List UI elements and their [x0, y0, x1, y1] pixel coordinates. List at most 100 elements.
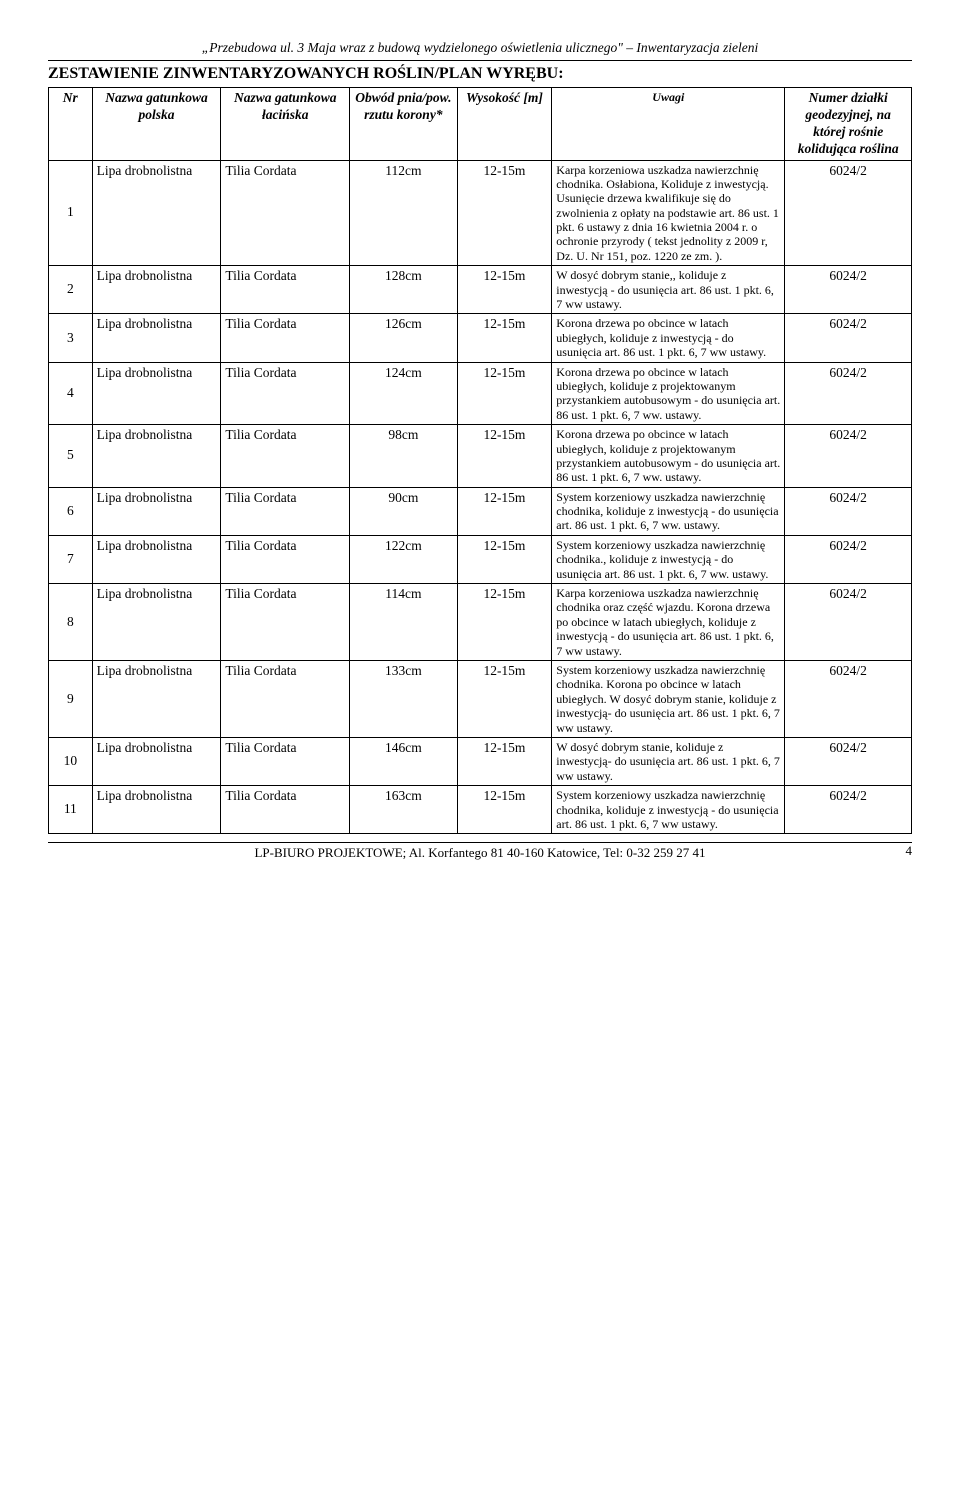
col-header-nazwa-la: Nazwa gatunkowa łacińska: [221, 88, 350, 161]
cell-numer: 6024/2: [785, 425, 912, 488]
table-row: 9Lipa drobnolistnaTilia Cordata133cm12-1…: [49, 661, 912, 738]
table-row: 1Lipa drobnolistnaTilia Cordata112cm12-1…: [49, 160, 912, 266]
cell-nazwa-la: Tilia Cordata: [221, 425, 350, 488]
cell-obwod: 112cm: [350, 160, 457, 266]
cell-obwod: 133cm: [350, 661, 457, 738]
cell-numer: 6024/2: [785, 160, 912, 266]
cell-obwod: 114cm: [350, 584, 457, 661]
footer-rule: [48, 842, 912, 843]
cell-nazwa-pl: Lipa drobnolistna: [92, 786, 221, 834]
cell-obwod: 124cm: [350, 362, 457, 425]
cell-nazwa-la: Tilia Cordata: [221, 314, 350, 362]
cell-uwagi: System korzeniowy uszkadza nawierzchnię …: [552, 535, 785, 583]
cell-nazwa-la: Tilia Cordata: [221, 362, 350, 425]
cell-uwagi: Korona drzewa po obcince w latach ubiegł…: [552, 314, 785, 362]
cell-nr: 1: [49, 160, 93, 266]
cell-obwod: 128cm: [350, 266, 457, 314]
cell-nr: 2: [49, 266, 93, 314]
cell-wysokosc: 12-15m: [457, 266, 552, 314]
cell-nazwa-pl: Lipa drobnolistna: [92, 584, 221, 661]
table-row: 3Lipa drobnolistnaTilia Cordata126cm12-1…: [49, 314, 912, 362]
cell-numer: 6024/2: [785, 661, 912, 738]
cell-wysokosc: 12-15m: [457, 661, 552, 738]
cell-numer: 6024/2: [785, 266, 912, 314]
cell-uwagi: Karpa korzeniowa uszkadza nawierzchnię c…: [552, 160, 785, 266]
inventory-table: Nr Nazwa gatunkowa polska Nazwa gatunkow…: [48, 87, 912, 834]
cell-numer: 6024/2: [785, 584, 912, 661]
cell-nr: 4: [49, 362, 93, 425]
cell-nazwa-la: Tilia Cordata: [221, 661, 350, 738]
cell-nazwa-la: Tilia Cordata: [221, 535, 350, 583]
table-row: 2Lipa drobnolistnaTilia Cordata128cm12-1…: [49, 266, 912, 314]
cell-numer: 6024/2: [785, 737, 912, 785]
cell-uwagi: Korona drzewa po obcince w latach ubiegł…: [552, 362, 785, 425]
cell-nazwa-pl: Lipa drobnolistna: [92, 535, 221, 583]
col-header-obwod: Obwód pnia/pow. rzutu korony*: [350, 88, 457, 161]
cell-nazwa-pl: Lipa drobnolistna: [92, 661, 221, 738]
cell-obwod: 126cm: [350, 314, 457, 362]
col-header-numer: Numer działki geodezyjnej, na której roś…: [785, 88, 912, 161]
cell-wysokosc: 12-15m: [457, 737, 552, 785]
cell-nr: 8: [49, 584, 93, 661]
header-rule: [48, 60, 912, 61]
cell-nr: 7: [49, 535, 93, 583]
cell-nazwa-la: Tilia Cordata: [221, 487, 350, 535]
cell-nr: 11: [49, 786, 93, 834]
cell-numer: 6024/2: [785, 362, 912, 425]
page-number: 4: [906, 843, 913, 859]
cell-nr: 5: [49, 425, 93, 488]
cell-wysokosc: 12-15m: [457, 584, 552, 661]
cell-nr: 10: [49, 737, 93, 785]
cell-nazwa-pl: Lipa drobnolistna: [92, 314, 221, 362]
col-header-wysokosc: Wysokość [m]: [457, 88, 552, 161]
table-body: 1Lipa drobnolistnaTilia Cordata112cm12-1…: [49, 160, 912, 834]
table-row: 6Lipa drobnolistnaTilia Cordata90cm12-15…: [49, 487, 912, 535]
cell-numer: 6024/2: [785, 786, 912, 834]
col-header-nr: Nr: [49, 88, 93, 161]
table-row: 11Lipa drobnolistnaTilia Cordata163cm12-…: [49, 786, 912, 834]
cell-wysokosc: 12-15m: [457, 362, 552, 425]
cell-numer: 6024/2: [785, 314, 912, 362]
cell-nazwa-la: Tilia Cordata: [221, 266, 350, 314]
cell-nazwa-la: Tilia Cordata: [221, 584, 350, 661]
cell-numer: 6024/2: [785, 535, 912, 583]
document-header: „Przebudowa ul. 3 Maja wraz z budową wyd…: [48, 40, 912, 56]
table-row: 8Lipa drobnolistnaTilia Cordata114cm12-1…: [49, 584, 912, 661]
table-row: 10Lipa drobnolistnaTilia Cordata146cm12-…: [49, 737, 912, 785]
cell-wysokosc: 12-15m: [457, 487, 552, 535]
cell-obwod: 90cm: [350, 487, 457, 535]
table-header-row: Nr Nazwa gatunkowa polska Nazwa gatunkow…: [49, 88, 912, 161]
cell-obwod: 98cm: [350, 425, 457, 488]
col-header-uwagi: Uwagi: [552, 88, 785, 161]
cell-nr: 9: [49, 661, 93, 738]
cell-uwagi: Karpa korzeniowa uszkadza nawierzchnię c…: [552, 584, 785, 661]
cell-nazwa-pl: Lipa drobnolistna: [92, 737, 221, 785]
cell-wysokosc: 12-15m: [457, 160, 552, 266]
page-title: ZESTAWIENIE ZINWENTARYZOWANYCH ROŚLIN/PL…: [48, 65, 912, 83]
cell-nazwa-pl: Lipa drobnolistna: [92, 266, 221, 314]
cell-nazwa-pl: Lipa drobnolistna: [92, 362, 221, 425]
table-row: 7Lipa drobnolistnaTilia Cordata122cm12-1…: [49, 535, 912, 583]
cell-wysokosc: 12-15m: [457, 786, 552, 834]
cell-nazwa-la: Tilia Cordata: [221, 160, 350, 266]
cell-nazwa-pl: Lipa drobnolistna: [92, 160, 221, 266]
cell-nazwa-la: Tilia Cordata: [221, 737, 350, 785]
cell-wysokosc: 12-15m: [457, 425, 552, 488]
footer-text: LP-BIURO PROJEKTOWE; Al. Korfantego 81 4…: [48, 845, 912, 861]
cell-obwod: 163cm: [350, 786, 457, 834]
col-header-nazwa-pl: Nazwa gatunkowa polska: [92, 88, 221, 161]
cell-nazwa-pl: Lipa drobnolistna: [92, 425, 221, 488]
cell-wysokosc: 12-15m: [457, 314, 552, 362]
cell-obwod: 146cm: [350, 737, 457, 785]
cell-nazwa-la: Tilia Cordata: [221, 786, 350, 834]
cell-nr: 3: [49, 314, 93, 362]
cell-uwagi: System korzeniowy uszkadza nawierzchnię …: [552, 487, 785, 535]
cell-wysokosc: 12-15m: [457, 535, 552, 583]
cell-uwagi: System korzeniowy uszkadza nawierzchnię …: [552, 786, 785, 834]
cell-nr: 6: [49, 487, 93, 535]
cell-obwod: 122cm: [350, 535, 457, 583]
cell-uwagi: System korzeniowy uszkadza nawierzchnię …: [552, 661, 785, 738]
cell-uwagi: W dosyć dobrym stanie,, koliduje z inwes…: [552, 266, 785, 314]
table-row: 5Lipa drobnolistnaTilia Cordata98cm12-15…: [49, 425, 912, 488]
cell-uwagi: W dosyć dobrym stanie, koliduje z inwest…: [552, 737, 785, 785]
